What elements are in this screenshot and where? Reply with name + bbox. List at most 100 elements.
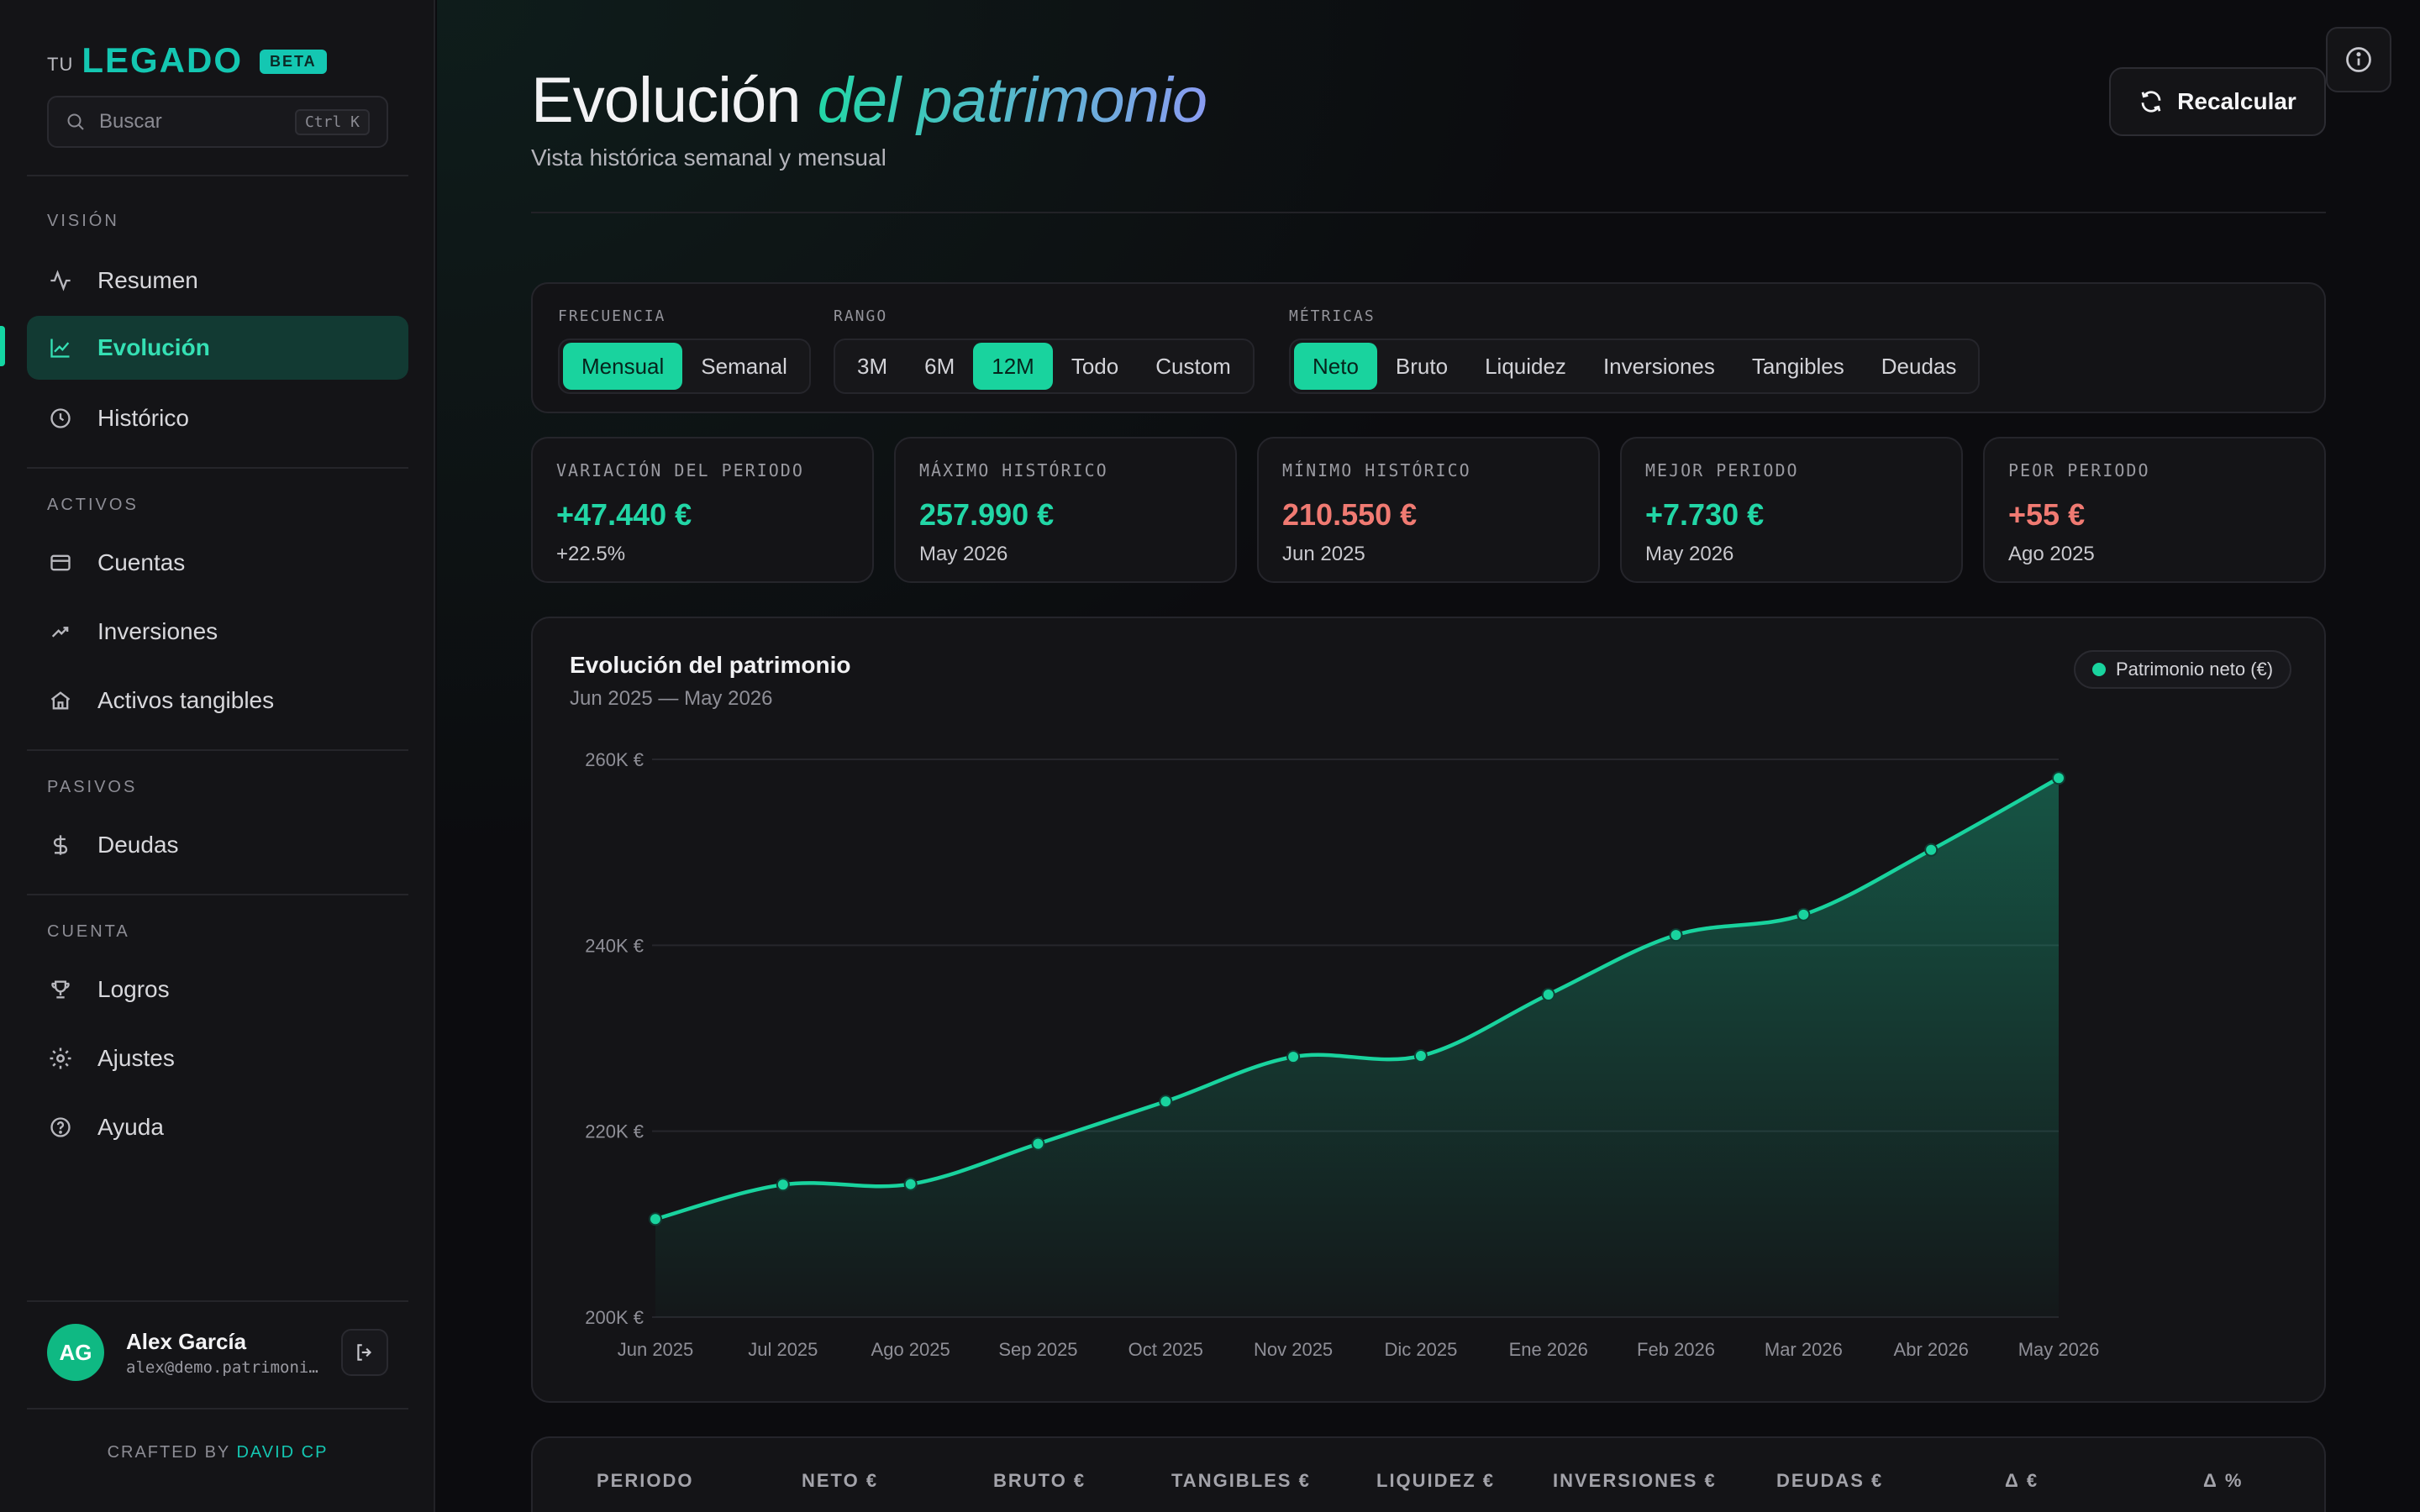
page-title: Evolución del patrimonio [531, 64, 1207, 137]
col-delta-eur[interactable]: Δ € [2005, 1470, 2039, 1491]
history-table: PERIODO NETO € BRUTO € TANGIBLES € LIQUI… [531, 1436, 2326, 1512]
option-bruto[interactable]: Bruto [1395, 353, 1449, 379]
stat-minimo-historico: MÍNIMO HISTÓRICO 210.550 € Jun 2025 [1257, 437, 1600, 583]
col-deudas[interactable]: DEUDAS € [1776, 1470, 1884, 1491]
sidebar-item-historico[interactable]: Histórico [27, 386, 408, 450]
data-point[interactable] [776, 1178, 790, 1192]
option-todo[interactable]: Todo [1071, 353, 1119, 379]
legend-label: Patrimonio neto (€) [2116, 659, 2274, 680]
data-point[interactable] [1286, 1050, 1301, 1064]
sidebar-item-label: Evolución [97, 334, 210, 360]
filters-panel: FRECUENCIA Mensual Semanal RANGO 3M 6M 1… [531, 282, 2326, 413]
option-liquidez[interactable]: Liquidez [1485, 353, 1566, 379]
info-button[interactable] [2326, 27, 2391, 92]
data-point[interactable] [903, 1177, 918, 1191]
stat-value: 257.990 € [919, 497, 1055, 532]
col-liquidez[interactable]: LIQUIDEZ € [1376, 1470, 1496, 1491]
stat-sub: +22.5% [556, 543, 626, 565]
option-neto[interactable]: Neto [1294, 343, 1377, 390]
stat-value: +47.440 € [556, 497, 692, 532]
brand-logo[interactable]: TU LEGADO BETA [47, 40, 327, 81]
sidebar-item-logros[interactable]: Logros [27, 958, 408, 1021]
option-semanal[interactable]: Semanal [701, 353, 787, 379]
data-point[interactable] [1541, 987, 1555, 1001]
data-point[interactable] [1413, 1049, 1428, 1063]
author-link[interactable]: DAVID CP [236, 1443, 329, 1462]
user-profile[interactable]: AG Alex García alex@demo.patrimonio.app [47, 1324, 321, 1381]
activity-icon [47, 267, 74, 294]
option-3m[interactable]: 3M [857, 353, 888, 379]
sidebar-item-deudas[interactable]: Deudas [27, 813, 408, 877]
x-tick-label: Mar 2026 [1765, 1339, 1843, 1360]
col-inversiones[interactable]: INVERSIONES € [1553, 1470, 1717, 1491]
filter-label: FRECUENCIA [558, 307, 666, 325]
col-bruto[interactable]: BRUTO € [993, 1470, 1086, 1491]
stat-label: MÍNIMO HISTÓRICO [1282, 460, 1471, 480]
sidebar-divider [27, 749, 408, 751]
avatar: AG [47, 1324, 104, 1381]
sidebar-item-label: Cuentas [97, 549, 186, 575]
col-tangibles[interactable]: TANGIBLES € [1171, 1470, 1311, 1491]
y-tick-label: 200K € [585, 1307, 644, 1328]
sidebar-item-label: Deudas [97, 832, 179, 858]
chart-legend[interactable]: Patrimonio neto (€) [2074, 650, 2292, 689]
x-tick-label: Ago 2025 [871, 1339, 950, 1360]
stat-value: +55 € [2008, 497, 2086, 532]
col-delta-pct[interactable]: Δ % [2203, 1470, 2244, 1491]
data-point[interactable] [1669, 928, 1683, 942]
home-icon [47, 687, 74, 714]
section-label-pasivos: PASIVOS [47, 778, 138, 796]
chart-plot[interactable]: 200K € 220K € 240K € 260K € Jun 2025 Jul 202… [533, 618, 2328, 1404]
x-tick-label: Jun 2025 [618, 1339, 694, 1360]
recalcular-button[interactable]: Recalcular [2109, 67, 2326, 136]
col-periodo[interactable]: PERIODO [597, 1470, 694, 1491]
data-point[interactable] [649, 1212, 662, 1226]
stat-maximo-historico: MÁXIMO HISTÓRICO 257.990 € May 2026 [894, 437, 1237, 583]
sidebar-divider [27, 175, 408, 176]
chart-line-icon [47, 334, 74, 361]
data-point[interactable] [1159, 1095, 1173, 1109]
option-deudas[interactable]: Deudas [1881, 353, 1957, 379]
col-neto[interactable]: NETO € [802, 1470, 879, 1491]
brand-name: LEGADO [82, 40, 243, 80]
search-input[interactable]: Buscar Ctrl K [47, 96, 388, 148]
stat-value: +7.730 € [1645, 497, 1765, 532]
sidebar-item-evolucion[interactable]: Evolución [27, 316, 408, 380]
logout-button[interactable] [341, 1329, 388, 1376]
x-tick-label: Abr 2026 [1894, 1339, 1969, 1360]
sidebar-item-ajustes[interactable]: Ajustes [27, 1026, 408, 1090]
x-tick-label: Dic 2025 [1384, 1339, 1457, 1360]
brand-prefix: TU [47, 54, 74, 75]
user-info: Alex García alex@demo.patrimonio.app [126, 1329, 321, 1377]
logout-icon [357, 1344, 372, 1361]
option-mensual[interactable]: Mensual [563, 343, 683, 390]
filter-metricas: MÉTRICAS Neto Bruto Liquidez Inversiones… [1289, 307, 1981, 394]
data-point[interactable] [1924, 843, 1939, 857]
sidebar-item-inversiones[interactable]: Inversiones [27, 600, 408, 664]
option-6m[interactable]: 6M [924, 353, 955, 379]
stat-value: 210.550 € [1282, 497, 1418, 532]
option-12m[interactable]: 12M [973, 343, 1053, 390]
sidebar: TU LEGADO BETA Buscar Ctrl K VISIÓN Resu… [0, 0, 435, 1512]
stat-mejor-periodo: MEJOR PERIODO +7.730 € May 2026 [1620, 437, 1963, 583]
sidebar-item-ayuda[interactable]: Ayuda [27, 1095, 408, 1159]
user-email: alex@demo.patrimonio.app [126, 1357, 321, 1377]
option-custom[interactable]: Custom [1155, 353, 1231, 379]
data-point[interactable] [1797, 907, 1811, 921]
sidebar-item-cuentas[interactable]: Cuentas [27, 531, 408, 595]
sidebar-item-resumen[interactable]: Resumen [27, 249, 408, 312]
x-tick-label: Jul 2025 [748, 1339, 818, 1360]
data-point[interactable] [1031, 1137, 1045, 1151]
stat-peor-periodo: PEOR PERIODO +55 € Ago 2025 [1983, 437, 2326, 583]
section-label-cuenta: CUENTA [47, 922, 130, 941]
sidebar-item-activos-tangibles[interactable]: Activos tangibles [27, 669, 408, 732]
option-tangibles[interactable]: Tangibles [1751, 353, 1844, 379]
stat-label: MÁXIMO HISTÓRICO [919, 460, 1108, 480]
option-inversiones[interactable]: Inversiones [1602, 353, 1715, 379]
page-title-plain: Evolución [531, 65, 802, 136]
user-name: Alex García [126, 1328, 247, 1354]
page-subtitle: Vista histórica semanal y mensual [531, 144, 886, 171]
header-divider [531, 212, 2326, 213]
data-point[interactable] [2052, 771, 2065, 785]
help-icon [47, 1114, 74, 1141]
